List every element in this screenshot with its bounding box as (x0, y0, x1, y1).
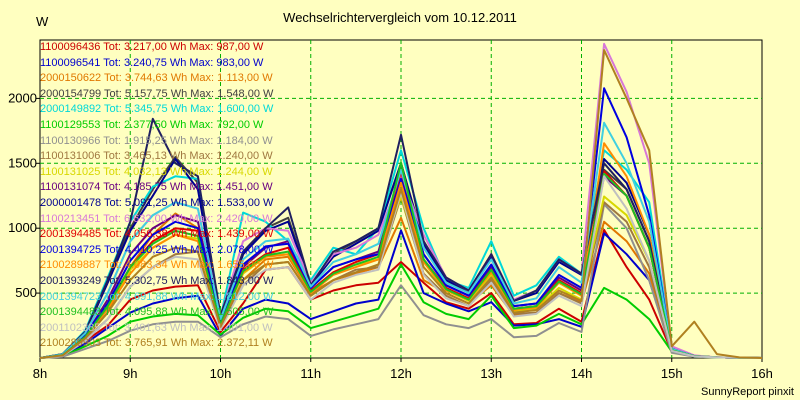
legend-entry-2001394725: 2001394725 Tot: 4.410,25 Wh Max: 2.078,0… (40, 243, 274, 256)
series-line-1100129553 (39, 263, 763, 359)
legend-entry-2001394723: 2001394723 Tot: 4.691,88 Wh Max: 1.812,0… (40, 290, 274, 303)
legend-entry-1100130966: 1100130966 Tot: 1.915,25 Wh Max: 1.184,0… (40, 134, 273, 147)
x-tick-label: 14h (571, 366, 593, 381)
legend-entry-2001394483: 2001394483 Tot: 4.095,88 Wh Max: 1.505,0… (40, 306, 274, 319)
y-tick-label: 1000 (8, 220, 37, 235)
series-lines (39, 42, 763, 359)
legend-entry-1100131006: 1100131006 Tot: 3.465,13 Wh Max: 1.240,0… (40, 150, 273, 163)
y-tick-label: 2000 (8, 90, 37, 105)
x-tick-label: 15h (661, 366, 683, 381)
y-tick-label: 500 (15, 285, 37, 300)
axis-ticks: 8h 9h 10h 11h 12h 13h 14h 15h 16h 500 1000 1500 2000 (8, 90, 773, 381)
chart-title: Wechselrichtervergleich vom 10.12.2011 (283, 10, 517, 25)
series-line-2001393249 (39, 117, 763, 359)
legend-entry-1100129553: 1100129553 Tot: 2.377,50 Wh Max: 792,00 … (40, 118, 264, 131)
series-line-2001394723 (39, 121, 763, 359)
legend-entry-1100131074: 1100131074 Tot: 4.185,75 Wh Max: 1.451,0… (40, 181, 273, 194)
legend-entry-1100096436: 1100096436 Tot: 3.217,00 Wh Max: 987,00 … (40, 41, 264, 53)
x-tick-label: 13h (480, 366, 502, 381)
series-line-2001394483 (39, 161, 763, 359)
x-tick-label: 16h (751, 366, 773, 381)
legend-entry-2000149892: 2000149892 Tot: 5.345,75 Wh Max: 1.600,0… (40, 103, 274, 116)
x-tick-label: 9h (123, 366, 137, 381)
x-tick-label: 11h (300, 366, 321, 381)
legend-entry-2001102385: 2001102385 Tot: 3.401,63 Wh Max: 1.401,0… (40, 321, 273, 334)
x-tick-label: 10h (210, 366, 232, 381)
x-tick-label: 8h (33, 366, 47, 381)
series-line-1100096541 (39, 229, 763, 359)
legend-entry-2001393249: 2001393249 Tot: 5.302,75 Wh Max: 1.843,0… (40, 274, 274, 287)
legend-entry-2000154799: 2000154799 Tot: 5.157,75 Wh Max: 1.548,0… (40, 87, 274, 100)
legend-entry-2000001478: 2000001478 Tot: 5.091,25 Wh Max: 1.533,0… (40, 196, 274, 209)
legend-entry-1100213451: 1100213451 Tot: 6.632,00 Wh Max: 2.420,0… (40, 212, 273, 225)
legend-entry-2100289887: 2100289887 Tot: 4.083,34 Wh Max: 1.655,0… (40, 259, 274, 272)
x-tick-label: 12h (390, 366, 412, 381)
legend-entry-1100131025: 1100131025 Tot: 4.032,13 Wh Max: 1.244,0… (40, 165, 273, 178)
legend-entry-2000150622: 2000150622 Tot: 3.744,63 Wh Max: 1.113,0… (40, 72, 273, 85)
y-axis-unit-label: W (36, 14, 49, 29)
series-line-2100289903 (39, 49, 763, 359)
footer-credit: SunnyReport pinxit (701, 386, 794, 398)
y-tick-label: 1500 (8, 155, 37, 170)
series-line-2100289887 (39, 142, 763, 359)
series-line-1100130966 (39, 203, 763, 359)
series-line-2001394725 (39, 87, 763, 359)
series-line-1100096436 (39, 228, 763, 359)
chart-legend: 1100096436 Tot: 3.217,00 Wh Max: 987,00 … (40, 40, 273, 352)
legend-entry-2001394485: 2001394485 Tot: 4.056,38 Wh Max: 1.439,0… (40, 228, 274, 241)
legend-entry-2100289903: 2100289903 Tot: 3.765,91 Wh Max: 2.372,1… (40, 337, 273, 350)
legend-entry-1100096541: 1100096541 Tot: 3.240,75 Wh Max: 983,00 … (40, 56, 264, 69)
